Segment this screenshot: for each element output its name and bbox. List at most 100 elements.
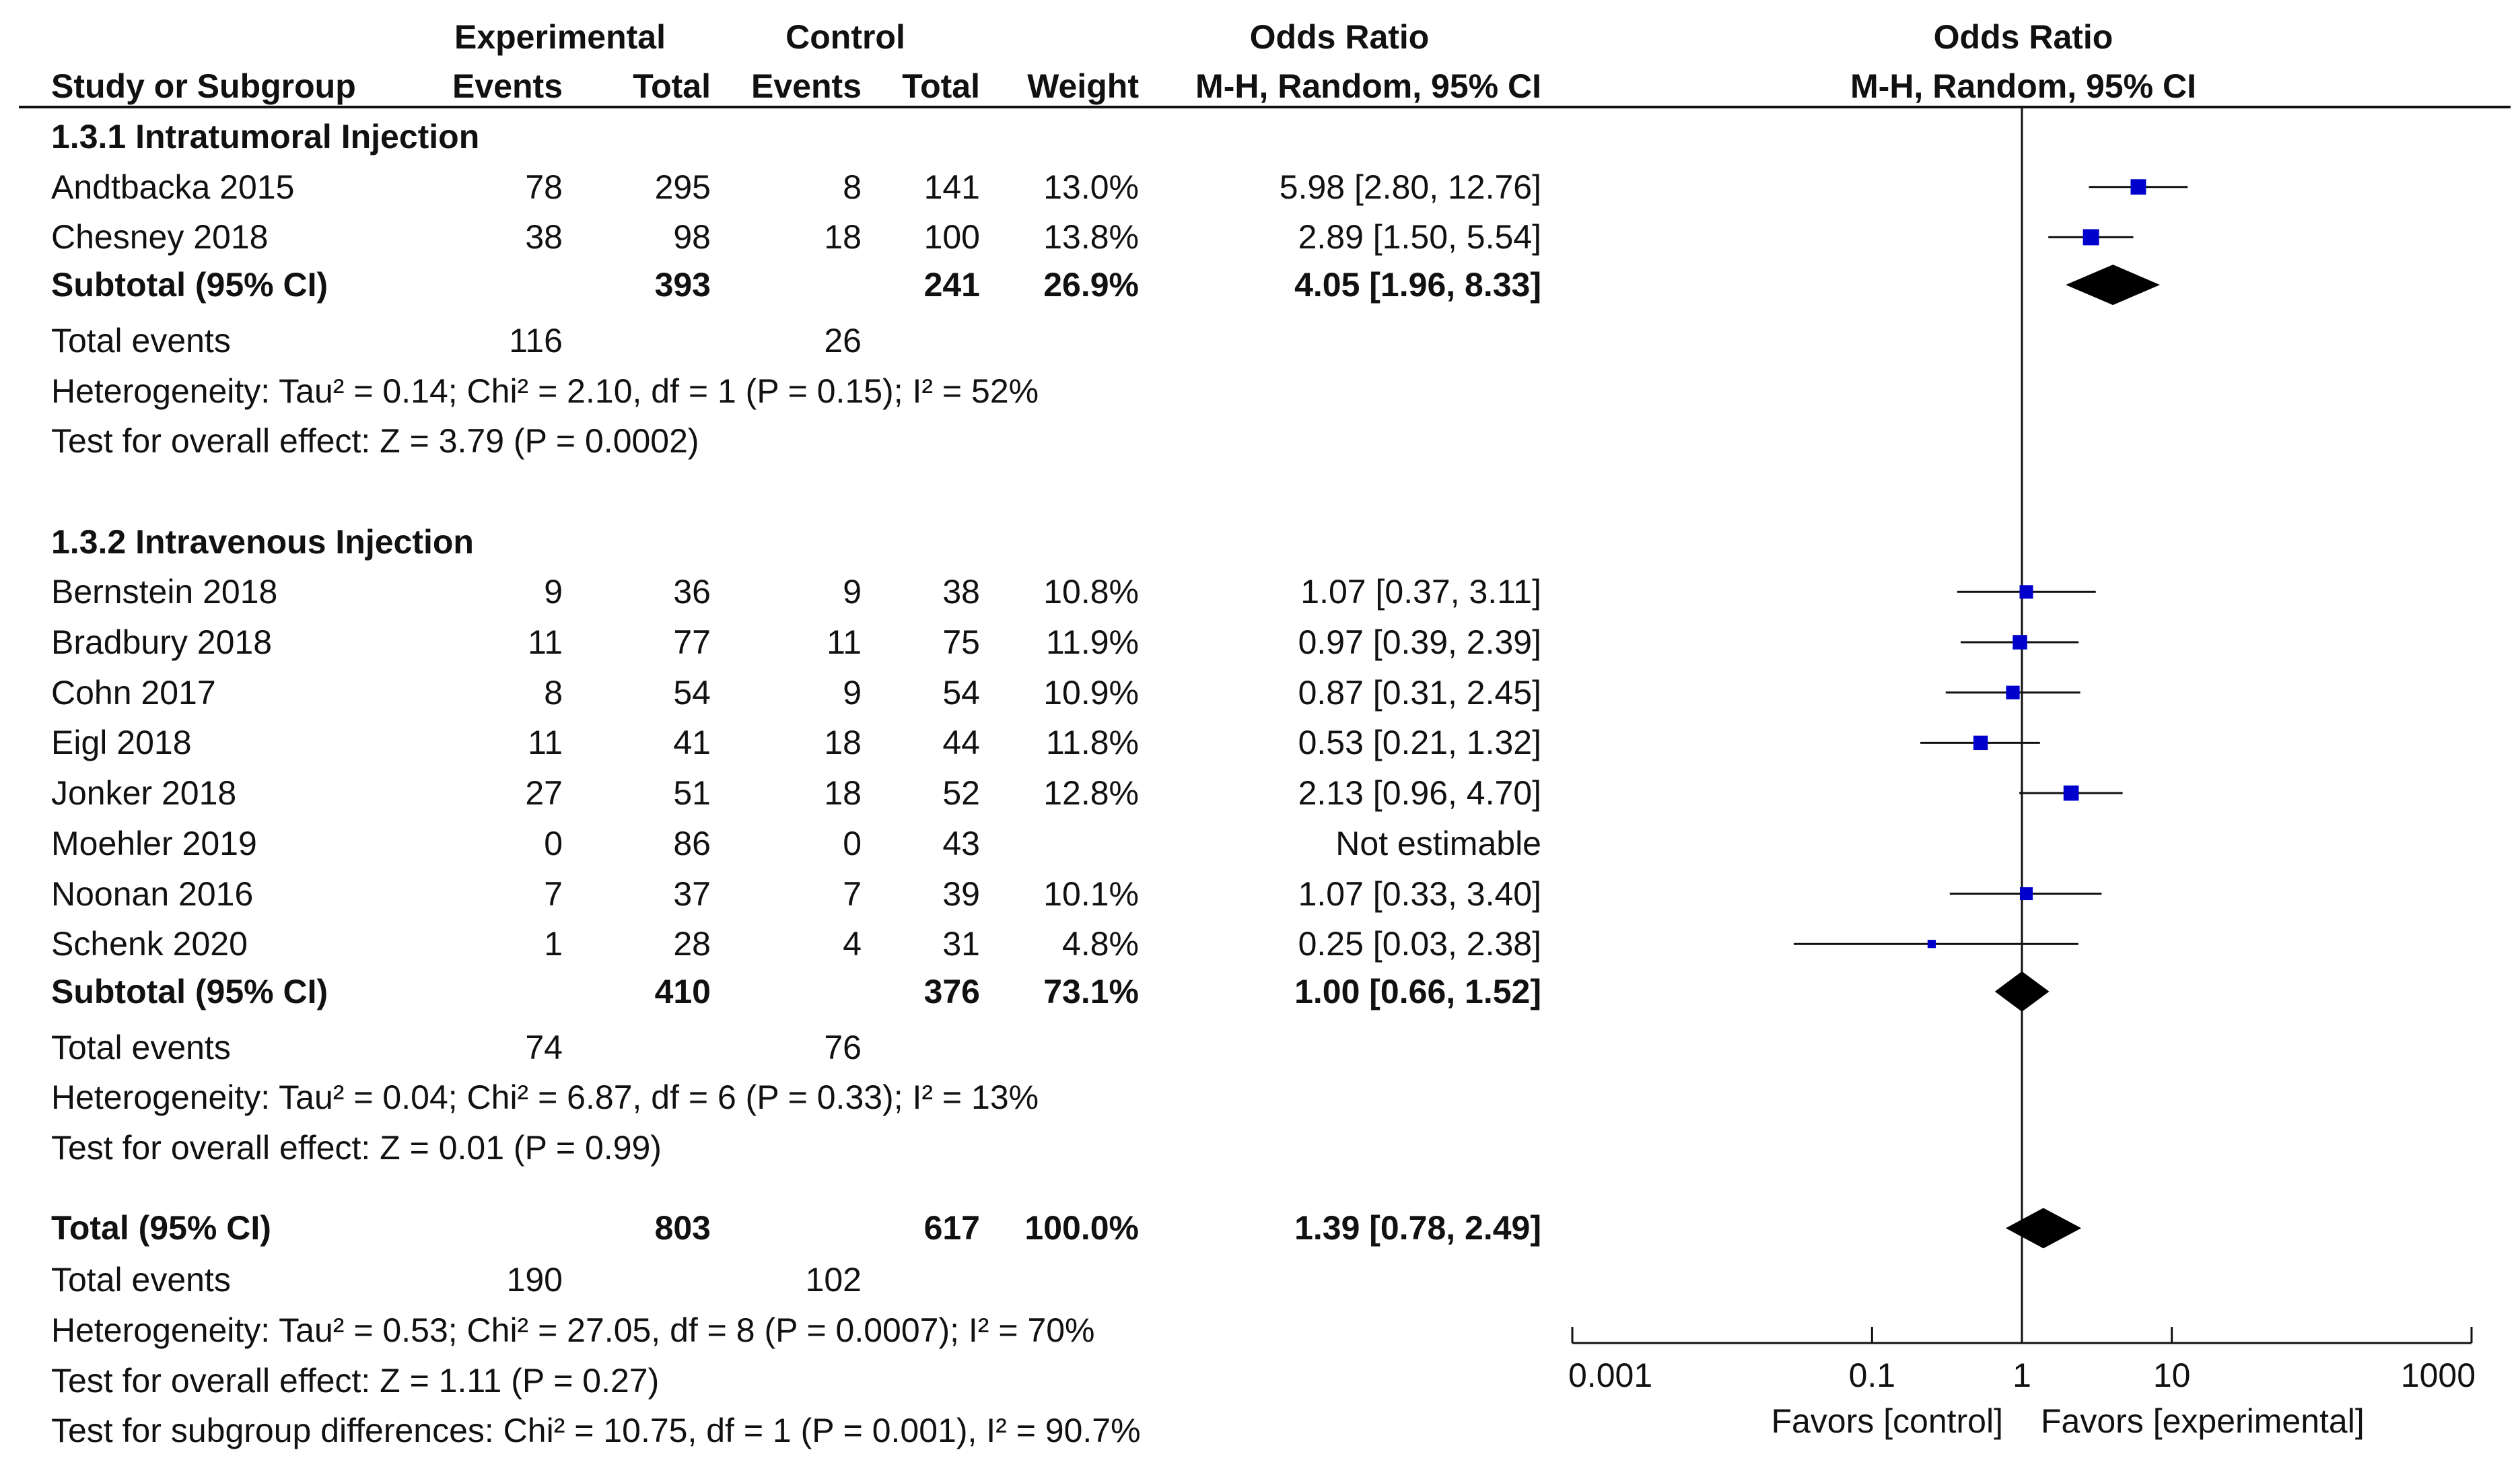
summary-ctl-total: 241 [923,266,980,304]
study-marker [2130,179,2146,195]
summary-weight: 100.0% [1024,1209,1139,1247]
x-tick-label: 10 [2153,1356,2191,1394]
ctl-events: 7 [843,874,862,913]
total-events-ctl: 76 [824,1028,862,1066]
study-name: Eigl 2018 [51,724,192,762]
summary-ctl-total: 617 [923,1209,980,1247]
weight: 12.8% [1043,774,1139,813]
odds-ratio-ci: 0.25 [0.03, 2.38] [1298,925,1541,963]
summary-exp-total: 410 [654,972,711,1010]
summary-weight: 26.9% [1043,266,1139,304]
summary-odds-ratio-ci: 1.00 [0.66, 1.52] [1294,972,1541,1010]
exp-events: 78 [525,168,563,206]
total-events-exp: 74 [525,1028,563,1066]
ctl-total: 39 [942,874,980,913]
odds-ratio-ci: 0.53 [0.21, 1.32] [1298,724,1541,762]
study-marker [2063,785,2079,801]
exp-total: 86 [673,824,711,862]
header-exp-events: Events [452,67,563,105]
exp-total: 37 [673,874,711,913]
odds-ratio-ci: 1.07 [0.33, 3.40] [1298,874,1541,913]
study-name: Andtbacka 2015 [51,168,295,206]
x-tick-label: 0.1 [1849,1356,1896,1394]
study-marker [1927,940,1936,949]
exp-total: 295 [654,168,711,206]
exp-total: 41 [673,724,711,762]
ctl-events: 18 [824,774,862,813]
ctl-events: 9 [843,673,862,712]
ctl-total: 100 [923,218,980,256]
study-name: Cohn 2017 [51,673,216,712]
ctl-events: 18 [824,724,862,762]
ctl-total: 38 [942,573,980,611]
total-events-label: Total events [51,1028,231,1066]
header-rule [19,106,2511,108]
study-name: Noonan 2016 [51,874,254,913]
weight: 10.8% [1043,573,1139,611]
study-marker [2013,635,2027,650]
ctl-total: 43 [942,824,980,862]
ctl-events: 9 [843,573,862,611]
exp-events: 8 [544,673,563,712]
header-exp-total: Total [633,67,711,105]
heterogeneity: Heterogeneity: Tau² = 0.14; Chi² = 2.10,… [51,372,1039,410]
header-experimental: Experimental [454,18,666,56]
weight: 10.1% [1043,874,1139,913]
ctl-total: 52 [942,774,980,813]
summary-diamond [2066,265,2160,306]
overall-effect: Test for overall effect: Z = 3.79 (P = 0… [51,422,699,460]
study-marker [2019,585,2033,599]
odds-ratio-ci: Not estimable [1335,824,1541,862]
exp-total: 28 [673,925,711,963]
header-plot-method: M-H, Random, 95% CI [1850,67,2196,105]
ctl-events: 4 [843,925,862,963]
heterogeneity: Heterogeneity: Tau² = 0.04; Chi² = 6.87,… [51,1078,1039,1117]
header-study: Study or Subgroup [51,67,356,105]
weight: 11.9% [1045,623,1139,661]
heterogeneity: Heterogeneity: Tau² = 0.53; Chi² = 27.05… [51,1311,1095,1349]
total-events-ctl: 102 [805,1261,862,1299]
exp-total: 77 [673,623,711,661]
subgroup-title: 1.3.2 Intravenous Injection [51,522,474,561]
exp-events: 11 [528,724,563,762]
summary-odds-ratio-ci: 1.39 [0.78, 2.49] [1294,1209,1541,1247]
study-name: Bradbury 2018 [51,623,273,661]
summary-diamond [1994,971,2050,1012]
summary-exp-total: 393 [654,266,711,304]
odds-ratio-ci: 2.13 [0.96, 4.70] [1298,774,1541,813]
summary-label: Subtotal (95% CI) [51,972,328,1010]
ctl-events: 8 [843,168,862,206]
overall-effect: Test for overall effect: Z = 1.11 (P = 0… [51,1361,660,1400]
ctl-events: 18 [824,218,862,256]
exp-events: 1 [544,925,563,963]
weight: 13.0% [1043,168,1139,206]
favors-control-label: Favors [control] [1771,1402,2003,1440]
header-weight: Weight [1027,67,1139,105]
exp-events: 7 [544,874,563,913]
header-method: M-H, Random, 95% CI [1195,67,1541,105]
weight: 11.8% [1045,724,1139,762]
x-tick-label: 1000 [2401,1356,2476,1394]
exp-events: 38 [525,218,563,256]
study-name: Schenk 2020 [51,925,248,963]
total-events-label: Total events [51,321,231,359]
ctl-total: 54 [942,673,980,712]
total-events-exp: 190 [506,1261,563,1299]
exp-events: 9 [544,573,563,611]
ctl-total: 141 [923,168,980,206]
odds-ratio-ci: 2.89 [1.50, 5.54] [1298,218,1541,256]
study-marker [1973,735,1988,751]
header-plot-odds-ratio: Odds Ratio [1933,18,2113,56]
summary-weight: 73.1% [1043,972,1139,1010]
odds-ratio-ci: 5.98 [2.80, 12.76] [1279,168,1541,206]
exp-total: 54 [673,673,711,712]
header-odds-ratio: Odds Ratio [1249,18,1430,56]
exp-events: 0 [544,824,563,862]
odds-ratio-ci: 0.87 [0.31, 2.45] [1298,673,1541,712]
study-name: Bernstein 2018 [51,573,278,611]
summary-diamond [2005,1208,2082,1249]
weight: 13.8% [1043,218,1139,256]
exp-total: 36 [673,573,711,611]
study-name: Jonker 2018 [51,774,237,813]
weight: 10.9% [1043,673,1139,712]
